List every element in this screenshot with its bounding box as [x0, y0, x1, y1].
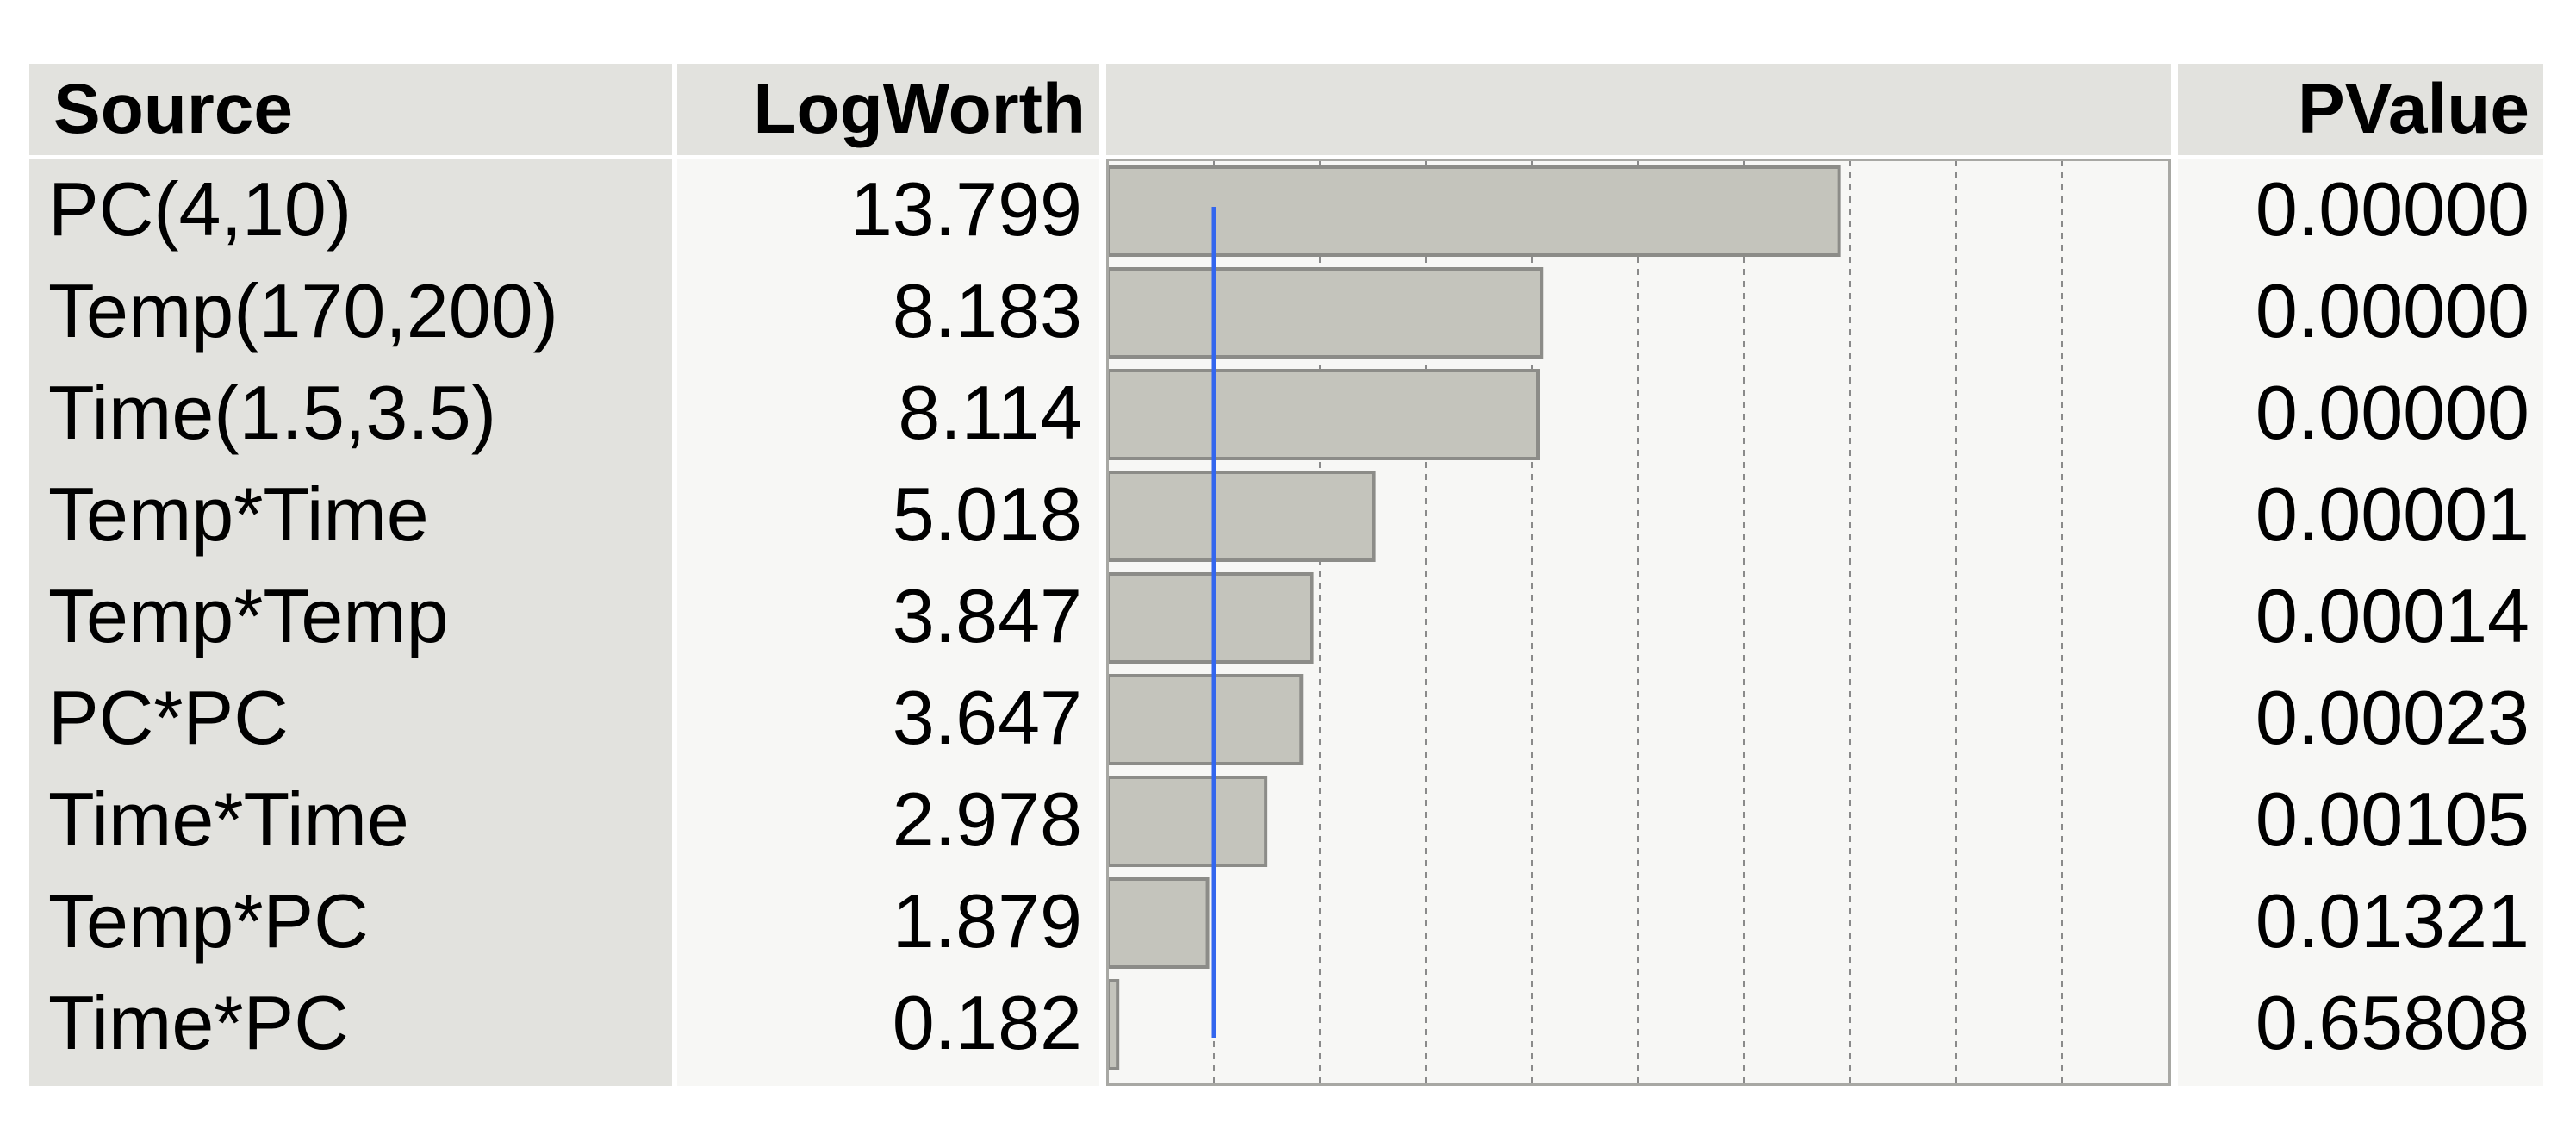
- source-cell[interactable]: Time*PC: [48, 980, 349, 1065]
- source-cell[interactable]: Time*Time: [48, 777, 409, 862]
- pvalue-value: 0.00014: [2255, 573, 2529, 658]
- header-row: Source LogWorth PValue: [29, 64, 2543, 155]
- logworth-value: 3.847: [892, 573, 1082, 658]
- logworth-column-header[interactable]: LogWorth: [677, 64, 1099, 155]
- logworth-value: 0.182: [892, 980, 1082, 1065]
- bar-Temp*Time: [1106, 471, 1376, 562]
- pvalue-value: 0.00023: [2255, 675, 2529, 760]
- source-cell[interactable]: Temp*Temp: [48, 573, 449, 658]
- source-cell[interactable]: Temp(170,200): [48, 268, 558, 353]
- pvalue-column-header[interactable]: PValue: [2178, 64, 2543, 155]
- logworth-bar-chart: [1106, 159, 2171, 1086]
- logworth-value: 13.799: [849, 166, 1082, 252]
- pvalue-value: 0.01321: [2255, 878, 2529, 964]
- bar-PC(4,10): [1106, 165, 1841, 257]
- logworth-bar-column-header: [1106, 64, 2171, 155]
- pvalue-value: 0.00000: [2255, 268, 2529, 353]
- plot-frame: [1106, 159, 2171, 1086]
- bar-Temp(170,200): [1106, 267, 1544, 359]
- pvalue-value: 0.00105: [2255, 777, 2529, 862]
- bar-Time*PC: [1106, 979, 1120, 1070]
- effect-summary-report: Source LogWorth PValue PC(4,10) Temp(170…: [29, 64, 2543, 1086]
- bar-Temp*PC: [1106, 877, 1210, 969]
- bar-Time*Time: [1106, 776, 1268, 867]
- logworth-value: 5.018: [892, 471, 1082, 557]
- source-cell[interactable]: Temp*Time: [48, 471, 429, 557]
- bar-PC*PC: [1106, 674, 1304, 765]
- pvalue-value: 0.00000: [2255, 166, 2529, 252]
- source-cell[interactable]: Temp*PC: [48, 878, 369, 964]
- source-column-header[interactable]: Source: [29, 64, 672, 155]
- pvalue-column: 0.00000 0.00000 0.00000 0.00001 0.00014 …: [2178, 159, 2543, 1086]
- source-cell[interactable]: PC*PC: [48, 675, 289, 760]
- logworth-value: 8.114: [898, 370, 1082, 455]
- logworth-value: 1.879: [892, 878, 1082, 964]
- bar-Temp*Temp: [1106, 572, 1314, 664]
- logworth-value: 8.183: [892, 268, 1082, 353]
- pvalue-value: 0.00000: [2255, 370, 2529, 455]
- bar-Time(1.5,3.5): [1106, 369, 1540, 460]
- logworth-column: 13.799 8.183 8.114 5.018 3.847 3.647 2.9…: [677, 159, 1099, 1086]
- logworth-value: 3.647: [892, 675, 1082, 760]
- source-cell[interactable]: Time(1.5,3.5): [48, 370, 497, 455]
- logworth-value: 2.978: [892, 777, 1082, 862]
- pvalue-value: 0.00001: [2255, 471, 2529, 557]
- source-column: PC(4,10) Temp(170,200) Time(1.5,3.5) Tem…: [29, 159, 672, 1086]
- source-cell[interactable]: PC(4,10): [48, 166, 352, 252]
- pvalue-value: 0.65808: [2255, 980, 2529, 1065]
